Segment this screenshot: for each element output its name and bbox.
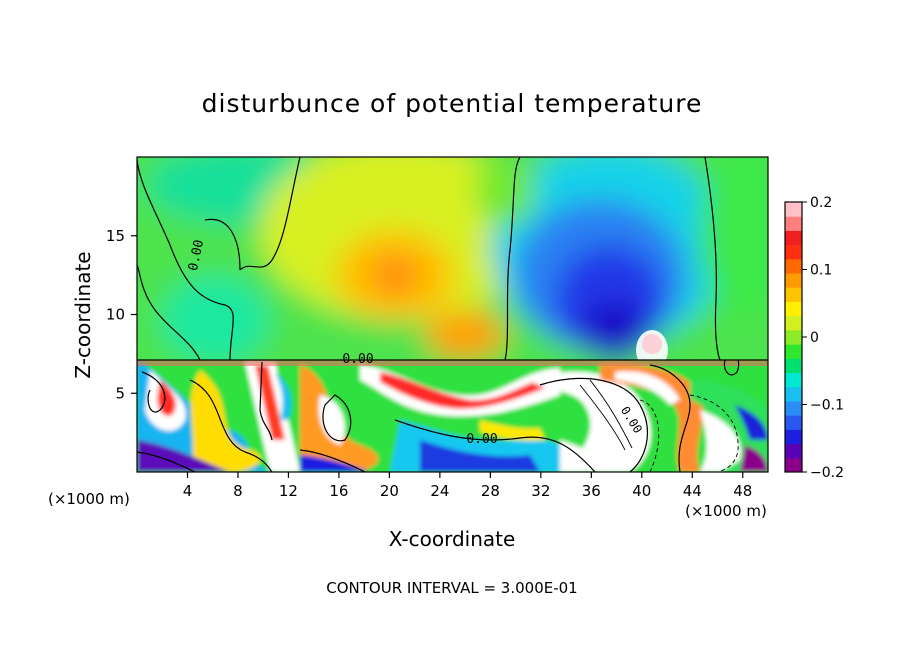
contour-line — [137, 451, 196, 472]
x-unit-label-right: (×1000 m) — [685, 502, 767, 520]
contour-line — [204, 218, 241, 271]
x-tick-label: 40 — [632, 482, 651, 500]
contour-line — [504, 157, 521, 361]
y-tick-label: 10 — [106, 306, 125, 324]
contour-line — [689, 394, 739, 472]
contour-line — [723, 359, 740, 376]
colorbar-swatch — [785, 216, 802, 231]
colorbar-swatch — [785, 429, 802, 445]
colorbar-swatch — [785, 457, 802, 473]
x-tick-label: 24 — [430, 482, 449, 500]
x-tick-label: 44 — [683, 482, 702, 500]
y-axis: 5 10 15 — [106, 227, 137, 402]
colorbar-tick-label: 0 — [810, 330, 819, 346]
contour-line — [141, 371, 166, 413]
x-tick-label: 20 — [380, 482, 399, 500]
contour-line — [137, 264, 201, 361]
x-tick-label: 48 — [733, 482, 752, 500]
x-axis: 4 8 12 16 20 24 28 32 36 40 44 48 — [183, 472, 752, 500]
contour-line — [322, 394, 352, 442]
contour-line — [394, 419, 596, 472]
colorbar-swatch — [785, 230, 802, 246]
colorbar-swatch — [785, 358, 802, 374]
contour-lines — [137, 157, 768, 472]
contour-line — [189, 379, 273, 472]
contour-label: 0.00 — [466, 432, 497, 447]
colorbar-swatch — [785, 443, 802, 459]
contour-line — [239, 157, 301, 271]
colorbar-swatch — [785, 258, 802, 274]
x-axis-title: X-coordinate — [389, 527, 516, 551]
colorbar: 0.2 0.1 0 −0.1 −0.2 — [784, 195, 844, 481]
colorbar-swatch — [785, 287, 802, 302]
plot-area: 0.00 0.00 0.00 0.00 — [137, 157, 768, 472]
colorbar-tick-label: 0.1 — [810, 263, 832, 279]
x-tick-label: 8 — [233, 482, 243, 500]
x-tick-label: 12 — [279, 482, 298, 500]
lower-field — [137, 360, 768, 472]
upper-field — [137, 157, 768, 360]
colorbar-swatch — [785, 202, 802, 217]
x-tick-label: 32 — [531, 482, 550, 500]
contour-line — [589, 379, 633, 449]
colorbar-swatch — [785, 315, 802, 331]
colorbar-tick-label: −0.2 — [810, 465, 844, 481]
contour-line — [639, 399, 660, 472]
contour-label: 0.00 — [186, 238, 207, 272]
colorbar-tick-label: −0.1 — [810, 398, 844, 414]
chart-title: disturbunce of potential temperature — [202, 89, 703, 118]
colorbar-swatch — [785, 400, 802, 416]
x-tick-label: 16 — [329, 482, 348, 500]
colorbar-swatch — [785, 244, 802, 260]
colorbar-swatch — [785, 301, 802, 317]
colorbar-swatch — [785, 273, 802, 288]
colorbar-swatch — [785, 386, 802, 402]
contour-line — [259, 361, 273, 441]
colorbar-swatch — [785, 415, 802, 430]
x-tick-label: 4 — [183, 482, 193, 500]
y-axis-title: Z-coordinate — [71, 251, 95, 378]
x-tick-label: 28 — [481, 482, 500, 500]
colorbar-swatch — [785, 372, 802, 388]
contour-line — [704, 157, 721, 361]
contour-label: 0.00 — [342, 352, 373, 367]
contour-line — [137, 159, 234, 361]
contour-line — [579, 384, 626, 451]
contour-line — [299, 449, 366, 472]
y-tick-label: 15 — [106, 227, 125, 245]
x-tick-label: 36 — [582, 482, 601, 500]
x-unit-label-left: (×1000 m) — [48, 490, 130, 508]
colorbar-swatch — [785, 329, 802, 345]
contour-interval-note: CONTOUR INTERVAL = 3.000E-01 — [326, 579, 577, 597]
y-tick-label: 5 — [115, 384, 125, 402]
colorbar-tick-label: 0.2 — [810, 195, 832, 211]
contour-line — [539, 377, 649, 472]
contour-line — [649, 364, 691, 472]
colorbar-swatch — [785, 344, 802, 359]
